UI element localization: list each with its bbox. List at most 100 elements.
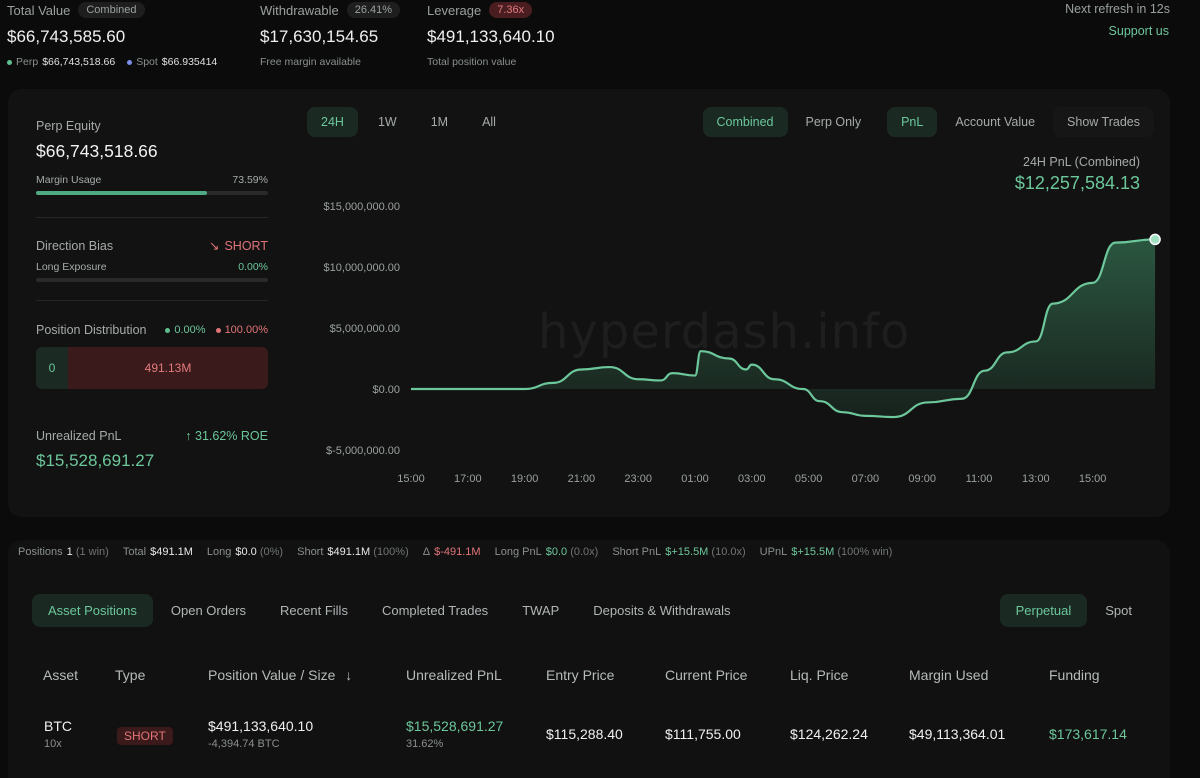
col-asset[interactable]: Asset (43, 667, 79, 683)
summary-short-pnl-label: Short PnL (612, 546, 662, 558)
tab-combined[interactable]: Combined (702, 107, 788, 137)
perp-equity-label: Perp Equity (36, 119, 101, 133)
dist-long-pct: 0.00% (174, 324, 206, 336)
x-tick-label: 23:00 (624, 473, 652, 485)
account-summary: Perp Equity $66,743,518.66 Margin Usage 7… (36, 119, 268, 471)
top-stats: Total Value Combined $66,743,585.60 Perp … (0, 0, 1200, 80)
positions-tabs: Asset Positions Open Orders Recent Fills… (32, 594, 747, 627)
summary-delta: Δ $-491.1M (423, 546, 481, 558)
summary-upnl-label: UPnL (759, 546, 788, 558)
summary-long-pnl-note: (0.0x) (570, 546, 599, 558)
col-upnl[interactable]: Unrealized PnL (406, 667, 502, 683)
spot-value: $66.935414 (161, 56, 218, 68)
spot-dot-icon (127, 59, 133, 65)
margin-usage-bar (36, 191, 268, 195)
position-dist-bar: 0 491.13M (36, 347, 268, 389)
col-position-value[interactable]: Position Value / Size ↓ (208, 667, 352, 683)
upnl-label: Unrealized PnL (36, 429, 122, 443)
col-entry-price[interactable]: Entry Price (546, 667, 615, 683)
summary-short: Short $491.1M (100%) (297, 546, 409, 558)
summary-upnl-note: (100% win) (837, 546, 893, 558)
position-size: -4,394.74 BTC (208, 738, 280, 750)
y-tick-label: $0.00 (372, 384, 400, 396)
tab-perpetual[interactable]: Perpetual (999, 594, 1088, 627)
direction-bias-label: Direction Bias (36, 238, 114, 253)
long-dot-icon (165, 327, 171, 333)
tab-account-value[interactable]: Account Value (955, 115, 1036, 129)
trend-down-icon: ↘ (208, 239, 220, 253)
leverage-stat: Leverage 7.36x $491,133,640.10 Total posi… (427, 0, 555, 68)
summary-short-label: Short (297, 546, 324, 558)
show-trades-button[interactable]: Show Trades (1053, 107, 1154, 137)
cell-entry-price: $115,288.40 (546, 726, 623, 742)
col-type[interactable]: Type (115, 667, 146, 683)
long-exposure-label: Long Exposure (36, 261, 107, 273)
short-dot-icon (215, 327, 221, 333)
x-tick-label: 07:00 (852, 473, 880, 485)
tab-completed-trades[interactable]: Completed Trades (381, 603, 489, 618)
cell-funding: $173,617.14 (1049, 726, 1127, 742)
tab-open-orders[interactable]: Open Orders (170, 603, 247, 618)
cell-position-value: $491,133,640.10 -4,394.74 BTC (208, 718, 313, 750)
summary-long-value: $0.0 (235, 546, 257, 558)
chart-mode-tabs: Combined Perp Only PnL Account Value Sho… (702, 107, 1154, 137)
support-link[interactable]: Support us (1108, 24, 1169, 38)
withdrawable-value: $17,630,154.65 (260, 27, 379, 46)
market-type-tabs: Perpetual Spot (999, 594, 1148, 627)
y-tick-label: $15,000,000.00 (324, 201, 400, 213)
tab-24h[interactable]: 24H (307, 107, 358, 137)
positions-summary: Positions 1 (1 win) Total $491.1M Long $0.0… (18, 546, 892, 558)
leverage-pill: 7.36x (489, 2, 533, 18)
dist-long-value: 0 (36, 347, 68, 389)
summary-total-value: $491.1M (150, 546, 193, 558)
asset-name: BTC (44, 718, 72, 734)
x-tick-label: 01:00 (681, 473, 709, 485)
x-tick-label: 13:00 (1022, 473, 1050, 485)
total-value-label: Total Value (7, 2, 71, 18)
withdrawable-stat: Withdrawable 26.41% $17,630,154.65 Free m… (260, 0, 401, 68)
tab-1w[interactable]: 1W (377, 115, 397, 129)
col-current-price[interactable]: Current Price (665, 667, 748, 683)
x-tick-label: 21:00 (568, 473, 596, 485)
spot-label: Spot (136, 56, 158, 68)
summary-long-pnl-label: Long PnL (494, 546, 542, 558)
pnl-line (410, 238, 1156, 419)
tab-twap[interactable]: TWAP (522, 603, 560, 618)
withdrawable-pct: 26.41% (346, 2, 401, 18)
summary-delta-value: $-491.1M (434, 546, 481, 558)
long-exposure-value: 0.00% (238, 261, 268, 273)
refresh-timer: Next refresh in 12s (1065, 2, 1170, 16)
total-value-stat: Total Value Combined $66,743,585.60 Perp … (7, 0, 217, 68)
tab-1m[interactable]: 1M (430, 115, 449, 129)
tab-perp-only[interactable]: Perp Only (805, 115, 862, 129)
upnl-cell-pct: 31.62% (406, 738, 444, 750)
upnl-cell-value: $15,528,691.27 (406, 718, 504, 734)
col-liq-price[interactable]: Liq. Price (790, 667, 849, 683)
cell-liq-price: $124,262.24 (790, 726, 868, 742)
perp-label: Perp (16, 56, 39, 68)
asset-leverage: 10x (44, 738, 62, 750)
summary-delta-label: Δ (422, 546, 431, 558)
x-tick-label: 05:00 (795, 473, 823, 485)
summary-positions: Positions 1 (1 win) (18, 546, 109, 558)
col-position-value-label: Position Value / Size (208, 667, 336, 683)
cell-type: SHORT (117, 727, 173, 745)
arrow-up-icon: ↑ (185, 429, 196, 443)
tab-asset-positions[interactable]: Asset Positions (32, 594, 153, 627)
pnl-chart[interactable]: $15,000,000.00 $10,000,000.00 $5,000,000.0… (8, 89, 1170, 517)
tab-all[interactable]: All (482, 115, 496, 129)
cell-current-price: $111,755.00 (665, 726, 741, 742)
col-funding[interactable]: Funding (1049, 667, 1100, 683)
tab-spot[interactable]: Spot (1105, 603, 1132, 618)
x-tick-label: 03:00 (738, 473, 766, 485)
margin-usage-value: 73.59% (232, 174, 268, 186)
tab-pnl[interactable]: PnL (887, 107, 938, 137)
col-margin-used[interactable]: Margin Used (909, 667, 989, 683)
margin-usage-label: Margin Usage (36, 174, 102, 186)
pnl-period-label: 24H PnL (Combined) (1023, 155, 1140, 169)
tab-recent-fills[interactable]: Recent Fills (280, 603, 348, 618)
positions-panel: Asset Positions Open Orders Recent Fills… (8, 540, 1170, 778)
tab-deposits-withdrawals[interactable]: Deposits & Withdrawals (593, 603, 731, 618)
x-tick-label: 11:00 (966, 473, 993, 485)
time-range-tabs: 24H 1W 1M All (307, 107, 510, 137)
